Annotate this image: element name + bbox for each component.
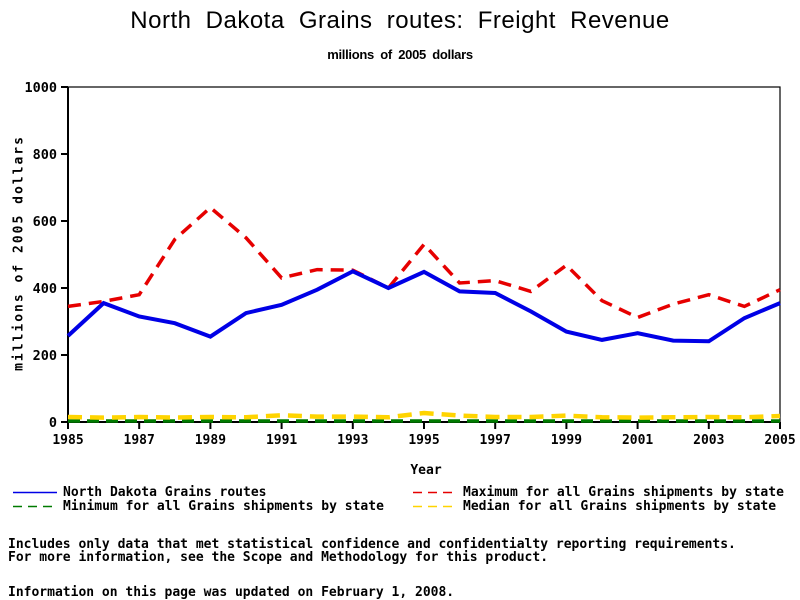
x-tick-label: 2003 — [693, 433, 724, 448]
legend-line-sample-icon — [413, 505, 457, 507]
y-tick-label: 200 — [33, 348, 57, 364]
x-axis-label: Year — [410, 463, 442, 478]
x-tick-label: 1987 — [124, 433, 155, 448]
y-tick-label: 400 — [33, 281, 57, 297]
x-axis-ticks: 1985 1987 1989 1991 1993 1995 1997 1999 2001 2003… — [52, 422, 796, 448]
x-tick-label: 1999 — [551, 433, 582, 448]
x-tick-label: 1993 — [337, 433, 368, 448]
x-tick-label: 1997 — [480, 433, 511, 448]
legend-label: North Dakota Grains routes — [63, 484, 267, 500]
footnote-line-2: For more information, see the Scope and … — [8, 550, 549, 565]
series-line-0 — [66, 269, 781, 344]
plot-frame — [67, 86, 781, 423]
chart-subtitle: millions of 2005 dollars — [327, 47, 473, 62]
legend-item-minimum: Minimum for all Grains shipments by stat… — [12, 498, 384, 514]
legend-label: Median for all Grains shipments by state — [463, 498, 777, 514]
updated-date-line: Information on this page was updated on … — [8, 585, 455, 600]
series-line-1 — [67, 205, 781, 320]
legend-line-sample-icon — [413, 491, 457, 493]
x-tick-label: 1989 — [195, 433, 226, 448]
legend-item-nd-grains-routes: North Dakota Grains routes — [12, 484, 267, 500]
x-tick-label: 2005 — [764, 433, 795, 448]
y-tick-label: 600 — [33, 214, 57, 230]
y-tick-label: 0 — [49, 415, 57, 431]
y-axis-label: millions of 2005 dollars — [11, 135, 27, 371]
x-tick-label: 2001 — [622, 433, 653, 448]
footnote-line-1: Includes only data that met statistical … — [8, 537, 736, 552]
y-tick-label: 800 — [33, 147, 57, 163]
legend-line-sample-icon — [13, 491, 57, 493]
legend-line-sample-icon — [13, 505, 57, 507]
page-title: North Dakota Grains routes: Freight Reve… — [130, 7, 670, 34]
x-tick-label: 1985 — [52, 433, 83, 448]
x-tick-label: 1991 — [266, 433, 297, 448]
legend-label: Maximum for all Grains shipments by stat… — [463, 484, 784, 500]
plot-area: 0 200 400 600 800 1000 1985 1987 1989 1991 1993 199… — [24, 80, 796, 448]
legend-label: Minimum for all Grains shipments by stat… — [63, 498, 384, 514]
legend-item-maximum: Maximum for all Grains shipments by stat… — [412, 484, 784, 500]
x-tick-label: 1995 — [408, 433, 439, 448]
y-tick-label: 1000 — [24, 80, 57, 96]
series-line-3 — [67, 410, 781, 420]
y-axis-ticks: 0 200 400 600 800 1000 — [24, 80, 68, 431]
legend-item-median: Median for all Grains shipments by state — [412, 498, 777, 514]
